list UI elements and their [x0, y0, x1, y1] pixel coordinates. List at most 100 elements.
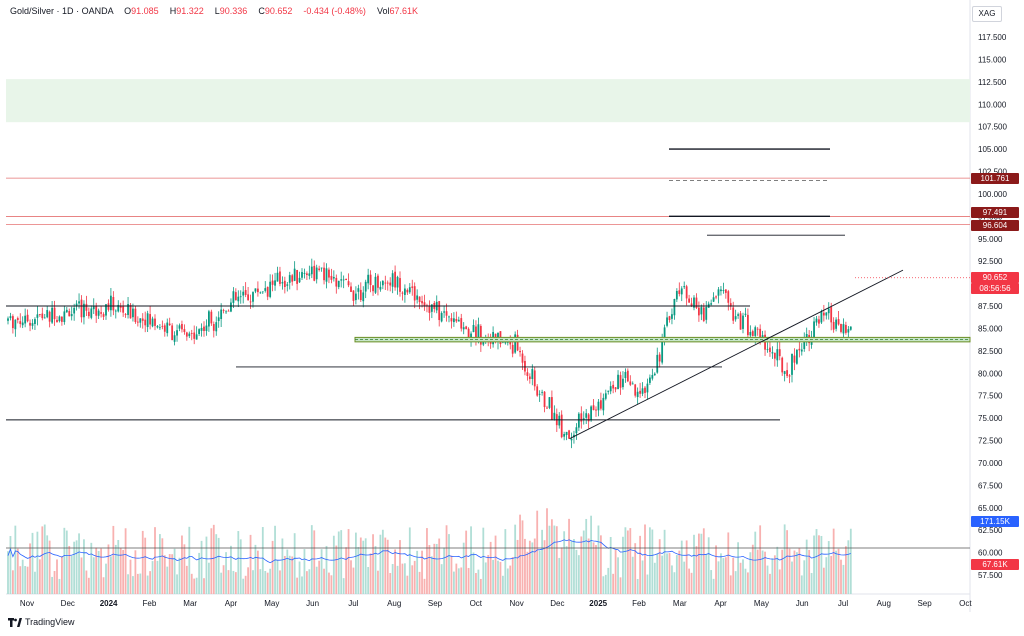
tradingview-logo-icon [8, 617, 22, 627]
candle-body [80, 299, 83, 318]
volume-bar [114, 544, 117, 594]
candle-body [646, 383, 649, 393]
candle-body [43, 317, 46, 319]
candle-body [205, 325, 208, 331]
symbol-name[interactable]: Gold/Silver [10, 6, 55, 16]
interval[interactable]: 1D [62, 6, 74, 16]
volume-bar [208, 562, 210, 594]
candle-body [208, 311, 210, 327]
candle-body [114, 310, 117, 312]
candle-body [374, 276, 377, 293]
volume-bar [734, 571, 737, 594]
time-tick-label: Mar [183, 599, 197, 608]
candle-body [146, 313, 149, 328]
candle-body [384, 282, 387, 284]
volume-bar [712, 578, 715, 594]
last-price-tag: 90.652 [971, 272, 1019, 283]
volume-bar [154, 527, 156, 594]
volume-bar [548, 525, 551, 594]
candle-body [590, 406, 592, 421]
candle-body [178, 325, 181, 329]
volume-bar [487, 554, 490, 594]
volume-bar [453, 571, 455, 594]
candle-body [217, 317, 220, 322]
candle-body [604, 393, 607, 399]
candle-body [639, 390, 641, 394]
candle-body [377, 275, 379, 288]
high-value: 91.322 [176, 6, 204, 16]
candle-body [835, 319, 837, 329]
volume-bar [310, 525, 313, 594]
candle-body [531, 369, 534, 380]
volume-bar [600, 535, 602, 594]
symbol-button[interactable]: XAG [972, 6, 1002, 22]
volume-bar [171, 554, 174, 594]
volume-bar [798, 548, 801, 594]
candle-body [727, 291, 730, 303]
time-tick-label: May [754, 599, 769, 608]
volume-bar [151, 561, 154, 594]
volume-bar [727, 532, 730, 594]
candle-body [472, 324, 475, 333]
candle-body [661, 339, 664, 363]
candle-body [416, 295, 419, 300]
candle-body [649, 377, 651, 383]
low-label: L [214, 6, 220, 16]
candle-body [41, 313, 44, 319]
volume-bar [51, 576, 53, 594]
tradingview-logo[interactable]: TradingView [8, 617, 75, 627]
volume-bar [203, 578, 205, 594]
candle-body [631, 383, 634, 385]
volume-bar [119, 547, 122, 594]
candle-body [653, 373, 656, 376]
volume-bar [685, 540, 688, 594]
candle-body [700, 307, 703, 315]
volume-bar [7, 551, 9, 594]
volume-bar [288, 555, 291, 594]
volume-bar [499, 561, 502, 594]
volume-bar [75, 540, 78, 594]
candle-body [803, 340, 806, 350]
volume-bar [102, 577, 105, 594]
candle-body [778, 349, 781, 357]
volume-bar [597, 525, 600, 594]
candle-body [577, 413, 580, 428]
volume-bar [83, 539, 85, 594]
volume-bar [641, 560, 644, 594]
price-tick-label: 77.500 [978, 392, 1003, 401]
volume-bar [210, 528, 213, 594]
volume-bar [521, 520, 524, 594]
volume-bar [560, 547, 563, 594]
candles[interactable] [7, 258, 852, 449]
volume-bar [379, 534, 382, 594]
candle-body [759, 328, 762, 339]
volume-bar [619, 577, 622, 594]
candle-body [575, 427, 578, 434]
volume-bar [460, 567, 463, 594]
candle-body [328, 269, 330, 278]
volume-bar [205, 536, 208, 594]
volume-bar [391, 564, 394, 594]
volume-bar [408, 527, 411, 594]
candle-body [614, 387, 617, 390]
volume-bar [756, 549, 759, 594]
candle-body [440, 313, 443, 322]
candle-body [443, 311, 445, 313]
candle-body [232, 291, 235, 303]
volume-bar [293, 533, 296, 594]
volume-bar [658, 539, 661, 594]
volume-bar [320, 549, 323, 594]
candle-body [585, 413, 588, 418]
candle-body [641, 388, 644, 394]
volume-bar [279, 570, 281, 594]
candle-body [136, 321, 139, 323]
volume-bar [227, 570, 230, 594]
volume-bar [717, 561, 720, 594]
volume-bar [489, 541, 492, 594]
volume-bar [675, 555, 678, 594]
volume-bar [242, 578, 245, 594]
candle-body [553, 412, 556, 420]
price-tick-label: 82.500 [978, 347, 1003, 356]
candle-body [636, 391, 639, 398]
